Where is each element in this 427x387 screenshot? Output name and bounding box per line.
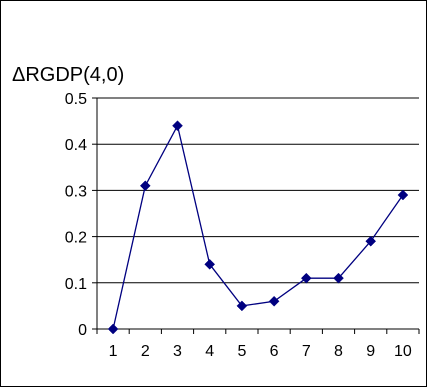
y-tick-label-1: 0.1	[65, 276, 87, 293]
y-tick-label-2: 0.2	[65, 230, 87, 247]
y-tick-label-3: 0.3	[65, 183, 87, 200]
axes	[92, 97, 420, 334]
data-point-0-6	[300, 272, 312, 284]
series-markers	[107, 120, 409, 335]
x-tick-label-3: 4	[205, 343, 214, 360]
grid-lines	[97, 97, 419, 284]
x-tick-label-8: 9	[366, 343, 375, 360]
x-tick-label-2: 3	[173, 343, 182, 360]
data-point-0-4	[236, 300, 248, 312]
data-point-0-7	[333, 272, 344, 284]
data-point-0-8	[365, 235, 377, 247]
y-tick-label-4: 0.4	[65, 137, 87, 154]
series-line	[112, 123, 404, 330]
x-tick-label-1: 2	[141, 343, 150, 360]
y-tick-labels: 0 0.1 0.2 0.3 0.4 0.5	[65, 91, 87, 339]
data-point-0-5	[268, 295, 280, 307]
x-tick-label-9: 10	[394, 343, 412, 360]
x-tick-label-6: 7	[302, 343, 311, 360]
y-tick-label-5: 0.5	[65, 91, 87, 108]
data-point-0-0	[107, 323, 119, 335]
x-tick-label-4: 5	[237, 343, 246, 360]
series-line-0	[112, 123, 404, 330]
data-point-0-2	[172, 120, 183, 132]
chart-title: ΔRGDP(4,0)	[12, 64, 124, 86]
y-tick-label-0: 0	[78, 322, 87, 339]
x-tick-label-5: 6	[270, 343, 279, 360]
data-point-0-1	[139, 180, 151, 192]
data-point-0-3	[204, 258, 216, 270]
x-tick-label-7: 8	[334, 343, 343, 360]
x-tick-labels: 1 2 3 4 5 6 7 8 9 10	[109, 343, 412, 360]
data-point-0-9	[397, 189, 409, 201]
x-tick-label-0: 1	[109, 343, 118, 360]
